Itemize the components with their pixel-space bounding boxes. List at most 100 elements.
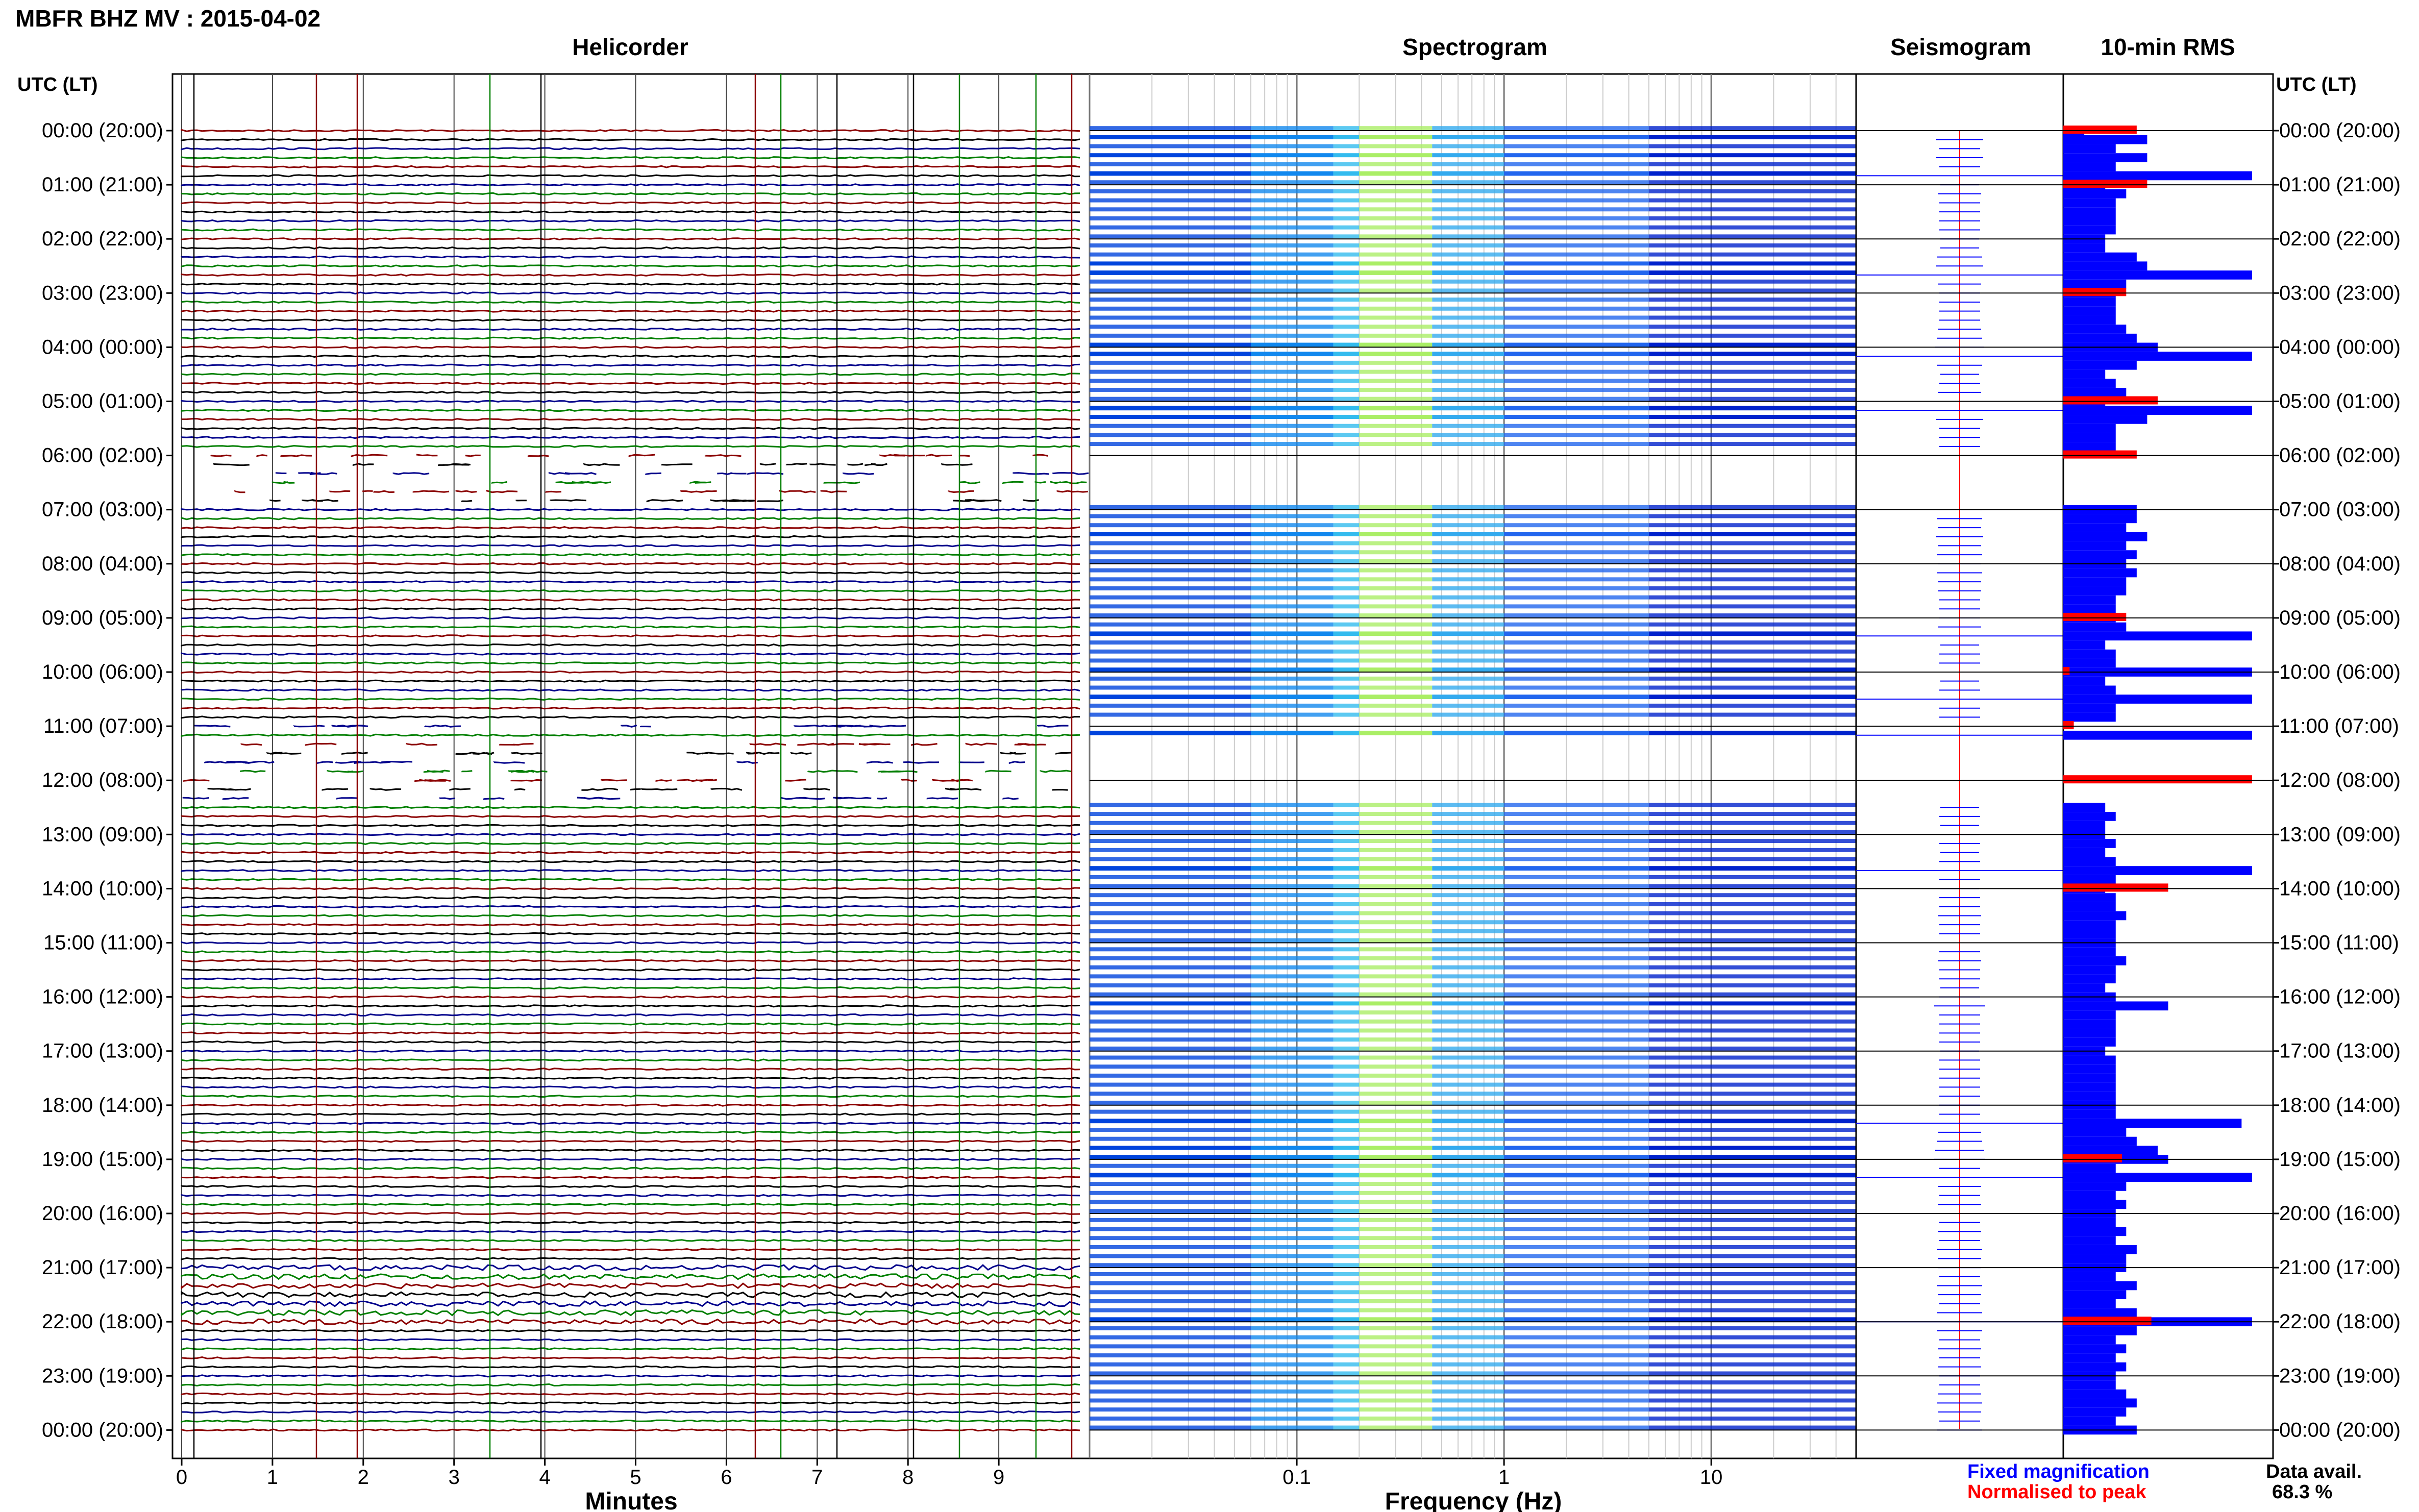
- spectrogram-cell: [1250, 207, 1334, 212]
- spectrogram-cell: [1250, 162, 1334, 166]
- spectrogram-cell: [1359, 1245, 1433, 1249]
- spectrogram-cell: [1090, 342, 1251, 347]
- spectrogram-cell: [1090, 1082, 1251, 1087]
- spectrogram-cell: [1359, 1236, 1433, 1241]
- time-labels: 00:00 (20:00) 00:00 (20:00) 01:00 (21:00) 0…: [42, 119, 2401, 1441]
- spectrogram-cell: [1432, 604, 1504, 609]
- spectrogram-cell: [1359, 613, 1433, 618]
- minute-tick-label: 9: [993, 1466, 1004, 1489]
- spectrogram-cell: [1333, 586, 1360, 590]
- spectrogram-cell: [1504, 1182, 1649, 1186]
- spectrogram-cell: [1333, 992, 1360, 997]
- spectrogram-row: [1090, 1019, 1856, 1024]
- spectrogram-cell: [1250, 803, 1334, 807]
- helicorder-trace: [181, 517, 1080, 520]
- spectrogram-cell: [1504, 595, 1649, 600]
- spectrogram-cell: [1432, 415, 1504, 419]
- spectrogram-cell: [1504, 1100, 1649, 1105]
- helicorder-trace: [181, 841, 1080, 846]
- spectrogram-row: [1090, 1290, 1856, 1295]
- rms-bar: [2063, 622, 2127, 632]
- spectrogram-cell: [1090, 387, 1251, 392]
- spectrogram-row: [1090, 1263, 1856, 1268]
- spectrogram-cell: [1359, 261, 1433, 266]
- spectrogram-cell: [1504, 315, 1649, 320]
- spectrogram-cell: [1648, 1163, 1856, 1168]
- spectrogram-cell: [1090, 640, 1251, 645]
- spectrogram-cell: [1504, 604, 1649, 609]
- spectrogram-row: [1090, 306, 1856, 311]
- spectrogram-cell: [1432, 559, 1504, 563]
- rms-bar: [2063, 1163, 2116, 1173]
- rms-bar: [2063, 1019, 2116, 1029]
- spectrogram-cell: [1504, 812, 1649, 816]
- spectrogram-cell: [1504, 261, 1649, 266]
- spectrogram-cell: [1432, 730, 1504, 735]
- spectrogram-cell: [1432, 1019, 1504, 1024]
- spectrogram-cell: [1250, 658, 1334, 663]
- spectrogram-cell: [1333, 415, 1360, 419]
- spectrogram-cell: [1504, 947, 1649, 952]
- spectrogram-cell: [1250, 126, 1334, 131]
- spectrogram-cell: [1432, 424, 1504, 428]
- helicorder-trace: [181, 291, 1080, 295]
- spectrogram-row: [1090, 1407, 1856, 1412]
- spectrogram-cell: [1333, 514, 1360, 518]
- helicorder-trace: [181, 1031, 1080, 1035]
- spectrogram-cell: [1359, 234, 1433, 239]
- spectrogram-cell: [1504, 379, 1649, 383]
- spectrogram-cell: [1250, 992, 1334, 997]
- spectrogram-cell: [1504, 1362, 1649, 1367]
- spectrogram-cell: [1333, 1055, 1360, 1060]
- spectrogram-cell: [1250, 1254, 1334, 1258]
- spectrogram-row: [1090, 234, 1856, 239]
- rms-peak-bar: [2063, 180, 2148, 188]
- spectrogram-row: [1090, 369, 1856, 374]
- spectrogram-cell: [1359, 126, 1433, 131]
- spectrogram-cell: [1432, 333, 1504, 338]
- spectrogram-cell: [1359, 559, 1433, 563]
- spectrogram-row: [1090, 243, 1856, 247]
- spectrogram-cell: [1090, 947, 1251, 952]
- spectrogram-cell: [1504, 325, 1649, 329]
- spectrogram-cell: [1333, 306, 1360, 311]
- spectrogram-cell: [1359, 442, 1433, 447]
- helicorder-trace: [181, 553, 1080, 557]
- helicorder-trace: [181, 336, 1080, 340]
- spectrogram-cell: [1250, 1019, 1334, 1024]
- spectrogram-cell: [1432, 1173, 1504, 1178]
- spectrogram-cell: [1250, 920, 1334, 925]
- helicorder-trace: [181, 417, 1080, 421]
- rms-bar: [2063, 640, 2106, 650]
- spectrogram-cell: [1090, 938, 1251, 943]
- spectrogram-cell: [1333, 315, 1360, 320]
- spectrogram-cell: [1504, 433, 1649, 437]
- helicorder-trace: [181, 1176, 1080, 1179]
- spectrogram-cell: [1333, 1019, 1360, 1024]
- spectrogram-cell: [1333, 983, 1360, 988]
- spectrogram-cell: [1432, 1272, 1504, 1276]
- spectrogram-cell: [1432, 270, 1504, 275]
- spectrogram-cell: [1648, 541, 1856, 546]
- helicorder-trace: [181, 1058, 1080, 1062]
- spectrogram-cell: [1090, 685, 1251, 690]
- spectrogram-cell: [1250, 1353, 1334, 1358]
- spectrogram-cell: [1250, 1344, 1334, 1349]
- spectrogram-cell: [1648, 180, 1856, 185]
- spectrogram-cell: [1333, 649, 1360, 654]
- rms-bar: [2063, 216, 2116, 226]
- spectrogram-cell: [1333, 1362, 1360, 1367]
- rms-peak-bar: [2063, 1154, 2122, 1162]
- spectrogram-cell: [1333, 1290, 1360, 1295]
- time-label-left: 10:00 (06:00): [42, 661, 163, 683]
- spectrogram-cell: [1359, 803, 1433, 807]
- spectrogram-cell: [1504, 153, 1649, 158]
- spectrogram-cell: [1333, 821, 1360, 825]
- spectrogram-cell: [1250, 1055, 1334, 1060]
- spectrogram-cell: [1432, 1082, 1504, 1087]
- helicorder-trace: [181, 625, 1080, 629]
- spectrogram-row: [1090, 695, 1856, 700]
- spectrogram-row: [1090, 649, 1856, 654]
- spectrogram-cell: [1333, 830, 1360, 834]
- spectrogram-cell: [1432, 839, 1504, 844]
